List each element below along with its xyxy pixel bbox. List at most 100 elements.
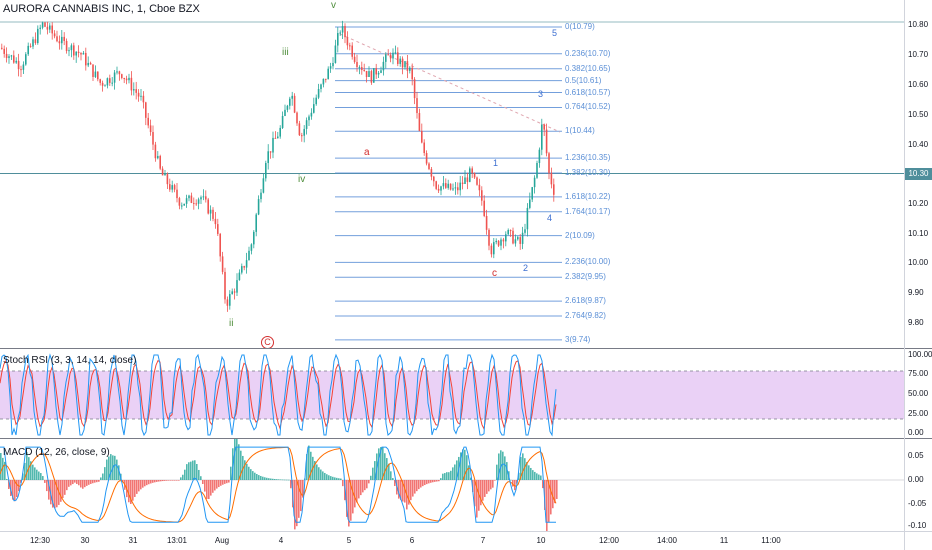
macd-histogram-bar <box>268 478 270 480</box>
macd-histogram-bar <box>234 439 236 480</box>
wave-label-iii: iii <box>282 47 289 58</box>
macd-histogram-bar <box>212 480 214 493</box>
candle-body <box>445 183 447 188</box>
macd-histogram-bar <box>340 478 342 480</box>
candle-body <box>238 272 241 281</box>
candle-body <box>416 98 418 114</box>
time-axis[interactable] <box>0 531 932 550</box>
macd-histogram-bar <box>216 480 218 489</box>
candle-body <box>188 195 190 199</box>
candle-body <box>353 56 356 63</box>
candle-body <box>197 199 200 204</box>
price-pane[interactable]: AURORA CANNABIS INC, 1, Cboe BZX 0(10.79… <box>0 0 932 349</box>
macd-histogram-bar <box>474 480 476 507</box>
macd-histogram-bar <box>492 480 494 488</box>
candle-body <box>471 168 473 174</box>
wave-label-v: v <box>331 0 336 11</box>
macd-histogram-bar <box>442 473 444 480</box>
rsi-axis-label: 75.00 <box>908 369 929 378</box>
macd-histogram-bar <box>308 445 310 480</box>
candle-body <box>464 177 466 185</box>
macd-histogram-bar <box>218 480 220 488</box>
candle-body <box>229 294 231 306</box>
macd-histogram-bar <box>278 479 280 480</box>
wave-label-4: 4 <box>547 213 553 223</box>
macd-histogram-bar <box>532 470 534 480</box>
candle-body <box>200 197 202 200</box>
macd-axis-label: -0.10 <box>908 521 927 530</box>
candle-body <box>111 82 113 84</box>
macd-histogram-bar <box>146 480 148 486</box>
macd-histogram-bar <box>214 480 216 491</box>
stoch-rsi-canvas[interactable] <box>0 349 904 438</box>
candle-body <box>34 39 37 44</box>
price-axis-label: 10.20 <box>908 199 929 208</box>
macd-histogram-bar <box>290 480 292 489</box>
candle-body <box>344 26 346 38</box>
macd-histogram-bar <box>384 453 386 480</box>
price-chart-canvas[interactable] <box>0 0 904 348</box>
macd-histogram-bar <box>524 458 526 480</box>
candle-body <box>401 58 404 68</box>
candle-body <box>409 67 411 71</box>
macd-histogram-bar <box>156 480 158 482</box>
candle-body <box>526 207 529 230</box>
macd-histogram-bar <box>294 480 296 530</box>
macd-histogram-bar <box>486 480 488 494</box>
macd-histogram-bar <box>54 480 56 509</box>
candle-body <box>505 234 507 242</box>
candle-body <box>77 51 80 54</box>
time-axis-label: 14:00 <box>656 536 678 545</box>
candle-body <box>368 71 370 77</box>
macd-histogram-bar <box>302 480 304 498</box>
price-axis-label: 10.50 <box>908 110 929 119</box>
symbol-title: AURORA CANNABIS INC, 1, Cboe BZX <box>3 3 200 15</box>
candle-body <box>543 124 545 130</box>
candle-body <box>320 84 322 90</box>
pane-divider[interactable] <box>0 348 932 349</box>
candle-body <box>226 299 229 306</box>
wave-label-a: a <box>364 147 370 158</box>
macd-histogram-bar <box>446 472 448 480</box>
pane-divider[interactable] <box>0 438 932 439</box>
macd-histogram-bar <box>416 480 418 492</box>
macd-histogram-bar <box>242 455 244 480</box>
candle-body <box>159 155 161 169</box>
macd-histogram-bar <box>274 478 276 480</box>
candle-body <box>94 71 97 77</box>
macd-histogram-bar <box>460 452 462 480</box>
candle-body <box>49 25 51 30</box>
candle-body <box>63 36 65 41</box>
macd-canvas[interactable] <box>0 439 904 531</box>
macd-histogram-bar <box>122 480 124 483</box>
macd-histogram-bar <box>70 480 72 486</box>
macd-histogram-bar <box>430 480 432 483</box>
candle-body <box>135 89 137 93</box>
wave-label-iv: iv <box>298 174 306 185</box>
stoch-rsi-k-line <box>0 353 557 437</box>
macd-histogram-bar <box>534 471 536 480</box>
macd-histogram-bar <box>174 480 176 481</box>
macd-histogram-bar <box>502 451 504 480</box>
candle-body <box>452 188 454 190</box>
candle-body <box>286 105 289 110</box>
time-axis-label: 12:00 <box>598 536 620 545</box>
wave-label-1: 1 <box>493 158 499 168</box>
time-axis-label: 5 <box>346 536 352 545</box>
macd-histogram-bar <box>500 450 502 480</box>
macd-pane[interactable]: MACD (12, 26, close, 9) 0.05 0.00 -0.05 … <box>0 439 932 531</box>
macd-histogram-bar <box>4 461 6 480</box>
macd-histogram-bar <box>80 480 82 488</box>
macd-histogram-bar <box>348 480 350 527</box>
candle-body <box>53 33 56 37</box>
macd-histogram-bar <box>436 480 438 482</box>
stoch-rsi-pane[interactable]: Stoch RSI (3, 3, 14, 14, close) 100.00 7… <box>0 349 932 438</box>
macd-histogram-bar <box>228 480 230 483</box>
macd-histogram-bar <box>482 480 484 501</box>
macd-histogram-bar <box>178 480 180 481</box>
candle-body <box>224 271 226 300</box>
macd-histogram-bar <box>232 448 234 480</box>
stoch-rsi-d-line <box>0 359 557 431</box>
macd-histogram-bar <box>110 454 112 480</box>
macd-histogram-bar <box>56 480 58 508</box>
